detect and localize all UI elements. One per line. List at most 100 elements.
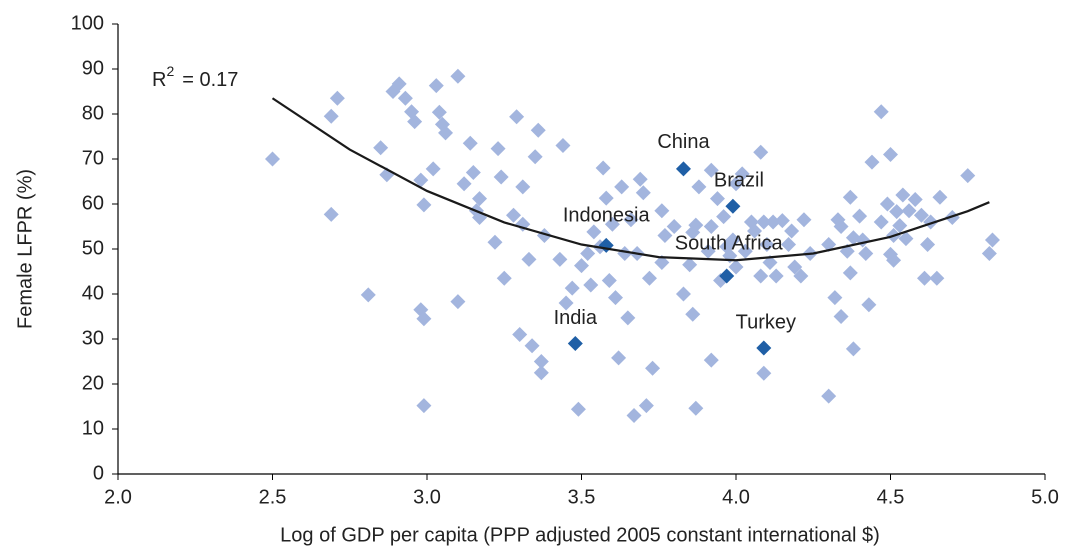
data-point — [675, 286, 691, 302]
x-axis-label: Log of GDP per capita (PPP adjusted 2005… — [280, 524, 880, 546]
data-point — [895, 187, 911, 203]
data-point — [889, 204, 905, 220]
data-point — [774, 213, 790, 229]
data-point — [360, 287, 376, 303]
data-point — [626, 408, 642, 423]
data-point — [864, 154, 880, 170]
data-point — [438, 125, 454, 141]
data-point — [873, 214, 889, 230]
data-point — [552, 251, 568, 267]
data-point — [428, 78, 444, 94]
r2-sup: 2 — [166, 63, 174, 79]
point-label: Turkey — [736, 311, 796, 333]
data-point — [932, 189, 948, 205]
y-tick-label: 0 — [93, 462, 104, 484]
data-point — [521, 251, 537, 267]
data-point — [796, 212, 812, 228]
point-label: Brazil — [714, 170, 764, 192]
y-tick-label: 70 — [82, 147, 104, 169]
data-point — [784, 223, 800, 239]
data-point — [570, 401, 586, 417]
data-point — [635, 185, 651, 201]
data-point — [685, 306, 701, 322]
data-point — [734, 166, 750, 182]
data-point — [960, 168, 976, 184]
data-point — [768, 268, 784, 284]
trend-line — [271, 97, 990, 262]
data-point — [456, 176, 472, 192]
data-point — [620, 310, 636, 326]
data-point — [567, 336, 583, 351]
data-point — [765, 214, 781, 230]
data-point — [373, 140, 389, 156]
data-point — [512, 327, 528, 342]
data-point — [555, 138, 571, 153]
data-point — [509, 109, 525, 125]
x-tick-label: 4.5 — [877, 486, 905, 508]
x-tick-label: 2.5 — [259, 486, 287, 508]
data-point — [434, 116, 450, 132]
data-point — [842, 189, 858, 205]
data-point — [580, 246, 596, 261]
data-point — [781, 237, 797, 252]
r2-base: R — [152, 69, 166, 91]
data-point — [425, 161, 441, 177]
data-point — [416, 311, 432, 327]
data-point — [852, 208, 868, 224]
data-point — [703, 352, 719, 368]
point-label: India — [554, 307, 598, 329]
data-point — [595, 160, 611, 176]
data-point — [397, 90, 413, 106]
data-point — [558, 295, 574, 311]
data-point — [728, 259, 744, 275]
data-point — [527, 149, 543, 165]
data-point — [845, 341, 861, 357]
data-point — [323, 108, 339, 124]
data-point — [638, 398, 654, 414]
data-point — [886, 252, 902, 268]
data-point — [703, 162, 719, 178]
data-point — [598, 190, 614, 206]
data-point — [929, 270, 945, 286]
data-point — [431, 104, 447, 120]
data-point — [583, 277, 599, 293]
r2-rest: = 0.17 — [182, 69, 238, 91]
data-point — [821, 388, 837, 404]
data-point — [623, 212, 639, 228]
data-point — [920, 237, 936, 252]
data-point — [759, 237, 775, 252]
data-point — [462, 135, 478, 151]
data-point — [725, 232, 741, 248]
data-point — [617, 246, 633, 261]
data-point — [416, 197, 432, 213]
data-point — [873, 104, 889, 120]
y-tick-label: 100 — [71, 12, 104, 34]
data-point — [793, 268, 809, 284]
data-point — [666, 219, 682, 234]
data-point — [265, 151, 280, 167]
data-point — [901, 203, 917, 219]
data-point — [833, 309, 849, 324]
data-point — [407, 114, 423, 130]
data-point — [506, 207, 522, 223]
y-tick-label: 30 — [82, 327, 104, 349]
point-label: Indonesia — [563, 205, 651, 227]
data-point — [675, 161, 691, 177]
data-point — [981, 246, 997, 261]
data-point — [614, 179, 630, 195]
y-tick-label: 60 — [82, 192, 104, 214]
data-point — [413, 172, 429, 188]
data-point — [632, 171, 648, 187]
point-label: China — [657, 131, 710, 153]
data-point — [700, 243, 716, 259]
y-tick-label: 80 — [82, 102, 104, 124]
data-point — [574, 258, 589, 274]
data-point — [564, 280, 580, 296]
data-point — [329, 90, 345, 106]
data-point — [737, 243, 753, 259]
data-point — [611, 350, 627, 366]
data-point — [657, 228, 673, 243]
data-point — [827, 290, 843, 306]
data-point — [762, 255, 778, 270]
